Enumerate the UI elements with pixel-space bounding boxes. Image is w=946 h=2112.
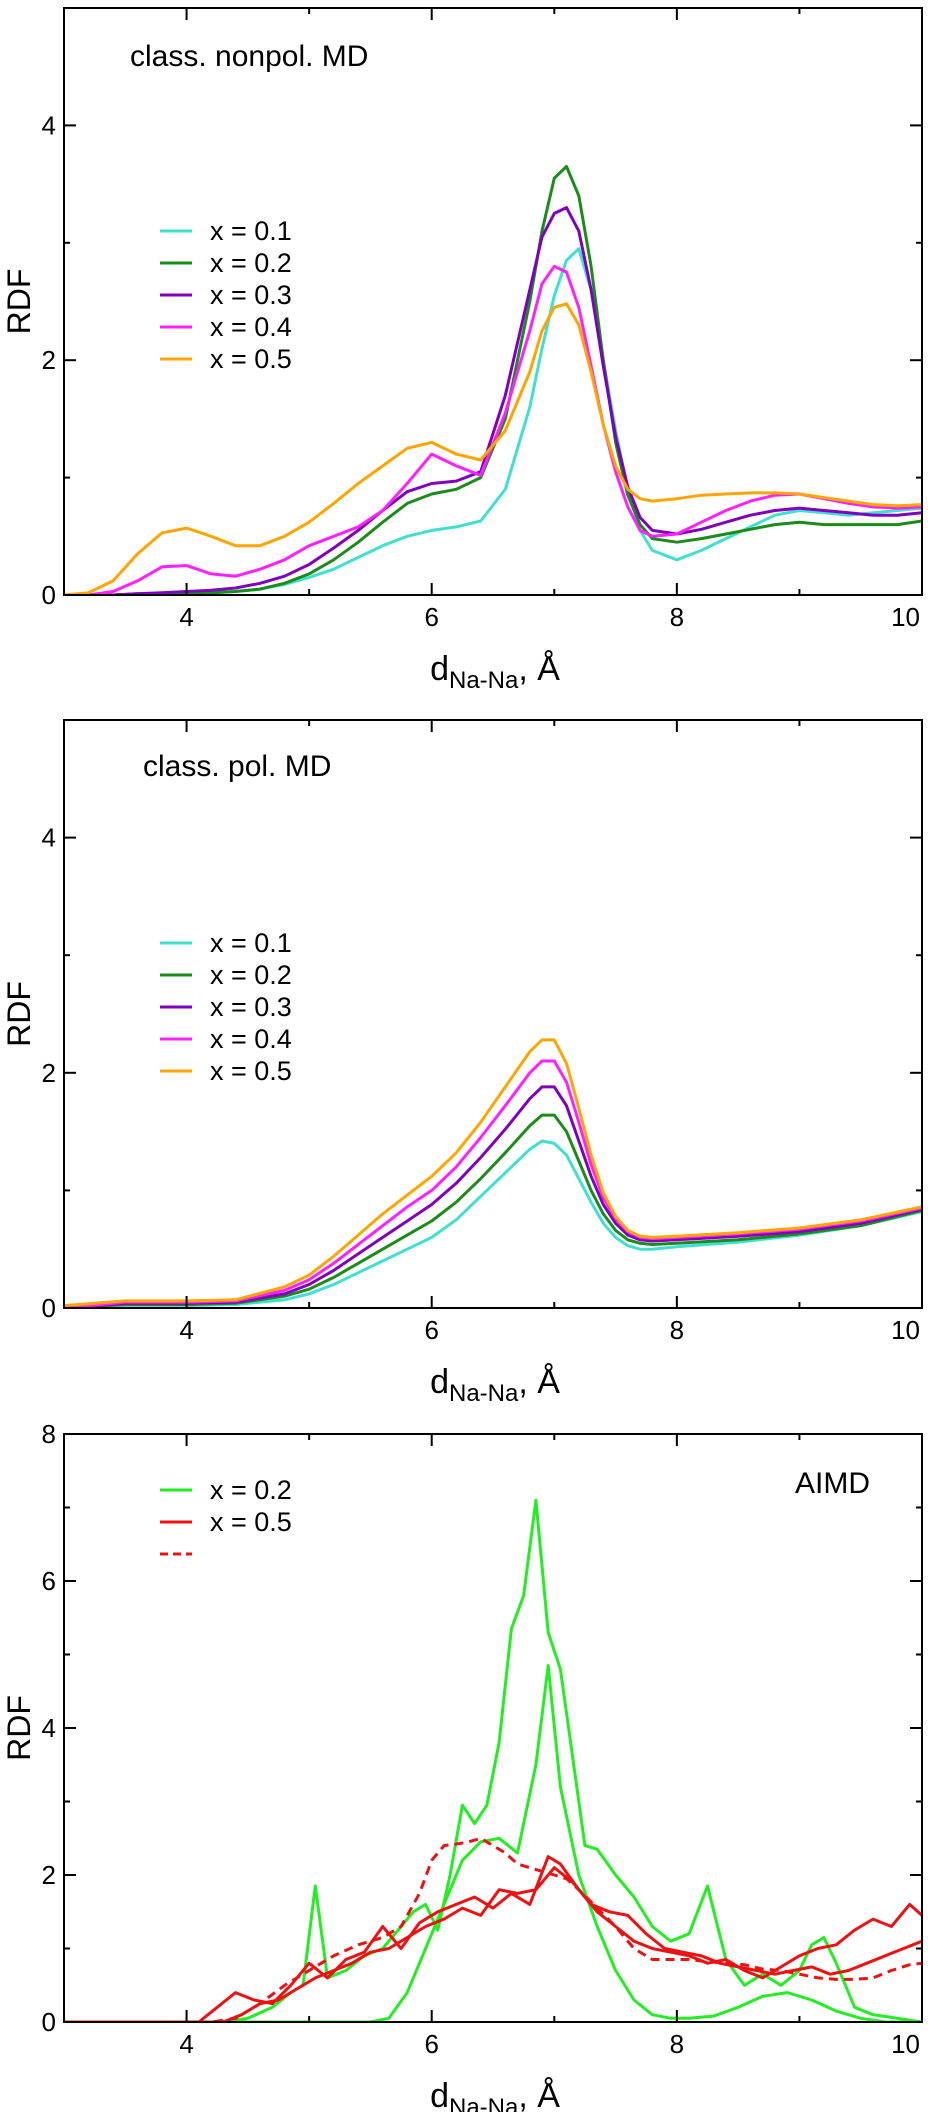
x-tick-label: 10 bbox=[891, 2029, 920, 2059]
x-tick-label: 10 bbox=[891, 602, 920, 632]
x-tick-label: 4 bbox=[179, 602, 193, 632]
x-tick-label: 8 bbox=[670, 602, 684, 632]
chart-title: class. nonpol. MD bbox=[130, 40, 368, 73]
y-axis-label: RDF bbox=[1, 981, 37, 1047]
series-line-1 bbox=[64, 247, 922, 595]
y-tick-label: 2 bbox=[42, 345, 56, 375]
legend: x = 0.1x = 0.2x = 0.3x = 0.4x = 0.5 bbox=[160, 216, 292, 374]
legend-label: x = 0.5 bbox=[210, 344, 292, 374]
legend-label: x = 0.1 bbox=[210, 216, 292, 246]
series-line-1 bbox=[64, 1139, 922, 1308]
y-tick-label: 0 bbox=[42, 1293, 56, 1323]
series-line-5 bbox=[64, 1038, 922, 1308]
y-tick-label: 8 bbox=[42, 1419, 56, 1449]
legend-label: x = 0.2 bbox=[210, 960, 292, 990]
y-tick-label: 6 bbox=[42, 1566, 56, 1596]
series-group bbox=[64, 1498, 922, 2022]
legend-label: x = 0.5 bbox=[210, 1507, 292, 1537]
legend-label: x = 0.2 bbox=[210, 248, 292, 278]
y-tick-label: 4 bbox=[42, 823, 56, 853]
series-group bbox=[64, 165, 922, 595]
series-line-5 bbox=[64, 1836, 922, 2022]
x-tick-label: 4 bbox=[179, 2029, 193, 2059]
y-tick-label: 4 bbox=[42, 1713, 56, 1743]
series-line-2 bbox=[64, 1664, 922, 2022]
x-tick-label: 8 bbox=[670, 1315, 684, 1345]
series-line-2 bbox=[64, 165, 922, 595]
x-tick-label: 10 bbox=[891, 1315, 920, 1345]
legend: x = 0.1x = 0.2x = 0.3x = 0.4x = 0.5 bbox=[160, 928, 292, 1086]
legend-label: x = 0.3 bbox=[210, 280, 292, 310]
y-tick-label: 4 bbox=[42, 110, 56, 140]
y-tick-label: 0 bbox=[42, 2007, 56, 2037]
x-axis-label: dNa-Na, Å bbox=[430, 650, 560, 694]
chart-panel-3: 4 6 8 10 0 2 4 6 8 RDF dNa-Na, Å AIMD x = 0.2x = 0.5 bbox=[1, 1419, 923, 2112]
series-line-3 bbox=[64, 1085, 922, 1308]
x-axis-label: dNa-Na, Å bbox=[430, 1363, 560, 1407]
legend-label: x = 0.2 bbox=[210, 1475, 292, 1505]
x-tick-label: 6 bbox=[424, 1315, 438, 1345]
chart-panel-1: 4 6 8 10 0 2 4 RDF dNa-Na, Å class. nonpol. MD x =… bbox=[1, 7, 923, 694]
series-line-2 bbox=[64, 1113, 922, 1308]
chart-title: class. pol. MD bbox=[143, 750, 331, 783]
y-tick-label: 2 bbox=[42, 1058, 56, 1088]
legend-label: x = 0.1 bbox=[210, 928, 292, 958]
series-line-4 bbox=[64, 1866, 922, 2022]
series-line-3 bbox=[64, 1855, 922, 2022]
x-axis-label: dNa-Na, Å bbox=[430, 2077, 560, 2112]
legend-label: x = 0.5 bbox=[210, 1056, 292, 1086]
plot-frame bbox=[63, 7, 923, 596]
series-line-5 bbox=[64, 302, 922, 595]
legend: x = 0.2x = 0.5 bbox=[160, 1475, 292, 1556]
series-group bbox=[64, 1038, 922, 1308]
series-line-1 bbox=[64, 1498, 922, 2022]
x-tick-label: 4 bbox=[179, 1315, 193, 1345]
legend-label: x = 0.4 bbox=[210, 1024, 292, 1054]
y-axis-label: RDF bbox=[1, 1695, 37, 1761]
legend-label: x = 0.4 bbox=[210, 312, 292, 342]
chart-panel-2: 4 6 8 10 0 2 4 RDF dNa-Na, Å class. pol. MD x = 0.… bbox=[1, 719, 923, 1407]
legend-label: x = 0.3 bbox=[210, 992, 292, 1022]
x-tick-label: 8 bbox=[670, 2029, 684, 2059]
x-tick-label: 6 bbox=[424, 602, 438, 632]
x-tick-label: 6 bbox=[424, 2029, 438, 2059]
chart-title: AIMD bbox=[795, 1467, 870, 1500]
plot-frame bbox=[63, 719, 923, 1309]
series-line-4 bbox=[64, 264, 922, 595]
y-tick-label: 0 bbox=[42, 580, 56, 610]
series-line-3 bbox=[64, 206, 922, 595]
y-axis-label: RDF bbox=[1, 269, 37, 335]
plot-frame bbox=[63, 1433, 923, 2023]
y-tick-label: 2 bbox=[42, 1860, 56, 1890]
